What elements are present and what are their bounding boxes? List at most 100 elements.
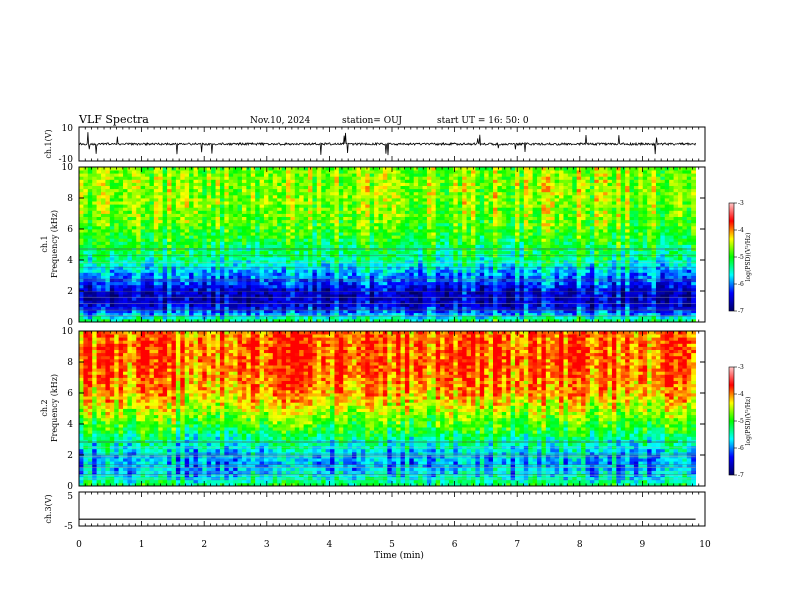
spectrogram-cell: [338, 266, 344, 270]
spectrogram-cell: [118, 312, 124, 317]
spectrogram-cell: [162, 182, 168, 186]
spectrogram-cell: [162, 201, 168, 205]
spectrogram-cell: [219, 176, 225, 180]
spectrogram-cell: [162, 219, 168, 224]
spectrogram-cell: [118, 204, 124, 208]
spectrogram-cell: [149, 194, 155, 199]
spectrogram-cell: [303, 266, 309, 270]
spectrogram-cell: [334, 278, 340, 283]
spectrogram-cell: [105, 207, 111, 211]
spectrogram-cell: [400, 191, 406, 196]
spectrogram-cell: [162, 315, 168, 320]
spectrogram-cell: [131, 225, 137, 230]
spectrogram-cell: [497, 173, 503, 177]
spectrogram-cell: [237, 222, 243, 227]
spectrogram-cell: [219, 318, 225, 323]
spectrogram-cell: [321, 281, 327, 286]
spectrogram-cell: [131, 167, 137, 171]
spectrogram-cell: [356, 185, 362, 190]
spectrogram-cell: [131, 269, 137, 273]
spectrogram-cell: [501, 260, 507, 264]
spectrogram-cell: [470, 287, 476, 292]
spectrogram-cell: [211, 232, 216, 236]
spectrogram-cell: [228, 216, 234, 221]
spectrogram-cell: [479, 291, 485, 295]
spectrogram-cell: [382, 260, 388, 264]
spectrogram-cell: [180, 176, 186, 180]
spectrogram-cell: [462, 198, 467, 202]
spectrogram-cell: [219, 260, 225, 264]
spectrogram-cell: [338, 191, 344, 196]
spectrogram-cell: [479, 229, 485, 233]
spectrogram-cell: [312, 182, 318, 186]
spectrogram-cell: [378, 194, 384, 199]
spectrogram-cell: [334, 312, 340, 317]
spectrogram-cell: [127, 272, 133, 276]
spectrogram-cell: [228, 291, 234, 295]
spectrogram-cell: [233, 287, 238, 292]
spectrogram-cell: [224, 284, 230, 289]
spectrogram-cell: [180, 170, 186, 174]
figure-title: VLF Spectra: [78, 113, 149, 126]
spectrogram-cell: [356, 244, 362, 248]
spectrogram-cell: [136, 194, 142, 199]
spectrogram-cell: [171, 309, 177, 314]
spectrogram-cell: [162, 306, 168, 310]
spectrogram-cell: [435, 250, 441, 255]
spectrogram-cell: [488, 194, 494, 199]
spectrogram-cell: [268, 272, 274, 276]
spectrogram-cell: [83, 176, 89, 180]
spectrogram-cell: [369, 219, 375, 224]
spectrogram-cell: [237, 244, 243, 248]
spectrogram-cell: [79, 284, 84, 289]
spectrogram-cell: [241, 213, 247, 217]
spectrogram-cell: [101, 275, 106, 279]
spectrogram-cell: [197, 173, 203, 177]
spectrogram-cell: [312, 201, 318, 205]
spectrogram-cell: [448, 269, 454, 273]
spectrogram-cell: [87, 315, 93, 320]
spectrogram-cell: [215, 303, 221, 307]
spectrogram-cell: [175, 173, 181, 177]
spectrogram-cell: [228, 263, 234, 267]
spectrogram-cell: [506, 291, 512, 295]
spectrogram-cell: [114, 278, 120, 283]
spectrogram-cell: [228, 284, 234, 289]
spectrogram-cell: [114, 291, 120, 295]
spectrogram-cell: [167, 198, 172, 202]
spectrogram-cell: [145, 225, 150, 230]
spectrogram-cell: [400, 232, 406, 236]
spectrogram-cell: [277, 170, 282, 174]
spectrogram-cell: [127, 315, 133, 320]
spectrogram-cell: [83, 275, 89, 279]
spectrogram-cell: [272, 210, 278, 214]
spectrogram-cell: [158, 210, 164, 214]
spectrogram-cell: [321, 229, 327, 233]
spectrogram-cell: [149, 318, 155, 323]
spectrogram-cell: [321, 278, 327, 283]
spectrogram-cell: [158, 291, 164, 295]
spectrogram-cell: [167, 269, 172, 273]
spectrogram-cell: [237, 232, 243, 236]
spectrogram-cell: [189, 244, 194, 248]
spectrogram-cell: [79, 272, 84, 276]
spectrogram-cell: [387, 318, 393, 323]
spectrogram-cell: [316, 266, 322, 270]
spectrogram-cell: [308, 176, 313, 180]
spectrogram-cell: [321, 213, 327, 217]
spectrogram-cell: [475, 176, 481, 180]
spectrogram-cell: [475, 225, 481, 230]
spectrogram-cell: [83, 198, 89, 202]
spectrogram-cell: [360, 238, 366, 242]
spectrogram-cell: [215, 207, 221, 211]
spectrogram-cell: [158, 275, 164, 279]
spectrogram-cell: [272, 306, 278, 310]
spectrogram-cell: [83, 306, 89, 310]
spectrogram-cell: [175, 229, 181, 233]
spectrogram-cell: [193, 198, 199, 202]
spectrogram-cell: [241, 256, 247, 261]
spectrogram-cell: [475, 204, 481, 208]
spectrogram-cell: [462, 194, 467, 199]
spectrogram-cell: [290, 235, 296, 239]
spectrogram-cell: [352, 263, 357, 267]
